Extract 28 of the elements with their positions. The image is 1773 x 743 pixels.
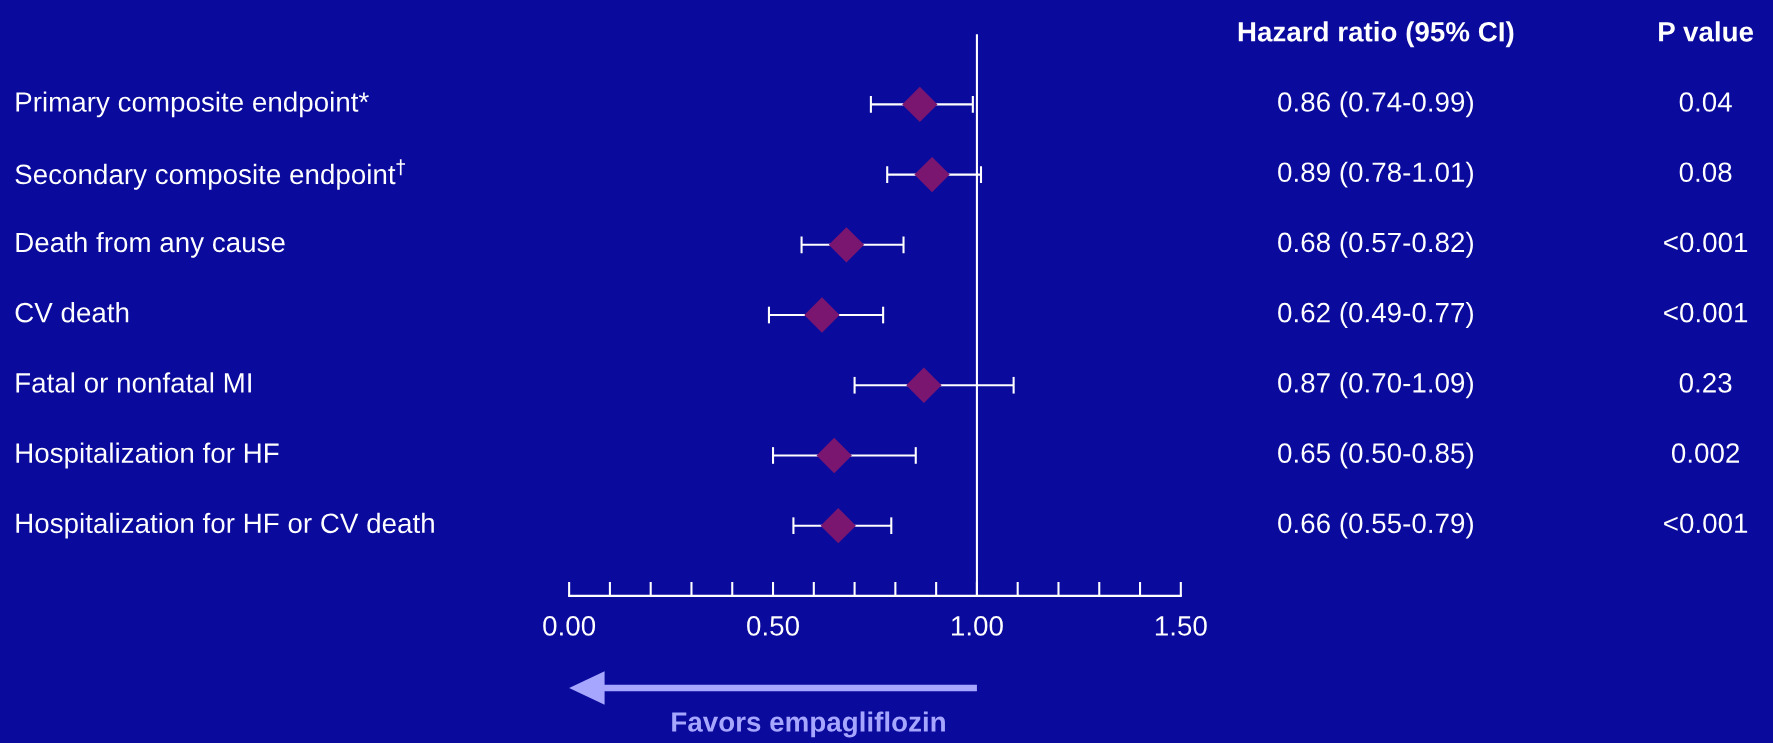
data-label: 0.68 (0.57-0.82): [1278, 231, 1473, 258]
text: 0.23: [1679, 373, 1732, 393]
text: <0.001: [1664, 302, 1748, 323]
text: 0.08: [1679, 162, 1732, 183]
data-label: 0.65 (0.50-0.85): [1278, 442, 1473, 469]
text: Hazard ratio (95% CI): [1238, 21, 1514, 48]
text: P value: [1659, 21, 1754, 42]
y-tick-label: CV death: [15, 302, 129, 323]
text: <0.001: [1664, 513, 1748, 534]
y-tick-label: Secondary composite endpoint$^{†}$: [15, 159, 406, 190]
y-tick-label: Death from any cause: [16, 231, 285, 258]
y-tick-label: Fatal or nonfatal MI: [16, 372, 251, 393]
x-tick-label: 1.50: [1155, 616, 1207, 636]
data-label: 0.87 (0.70-1.09): [1278, 372, 1473, 399]
text: <0.001: [1664, 232, 1748, 253]
x-tick-label: 0.50: [747, 616, 799, 636]
y-tick-label: Hospitalization for HF or CV death: [16, 512, 434, 539]
data-label: 0.86 (0.74-0.99): [1278, 91, 1473, 118]
data-label: 0.66 (0.55-0.79): [1278, 512, 1473, 539]
y-tick-label: Primary composite endpoint*: [16, 91, 369, 118]
text: 0.04: [1679, 92, 1732, 112]
x-tick-label: 1.00: [952, 616, 1003, 636]
text: Favors empagliflozin: [672, 711, 945, 738]
x-tick-label: 0.00: [543, 616, 596, 636]
data-label: 0.62 (0.49-0.77): [1278, 302, 1473, 328]
y-tick-label: Hospitalization for HF: [16, 442, 279, 469]
data-label: 0.89 (0.78-1.01): [1278, 161, 1473, 188]
text: 0.002: [1671, 443, 1739, 463]
